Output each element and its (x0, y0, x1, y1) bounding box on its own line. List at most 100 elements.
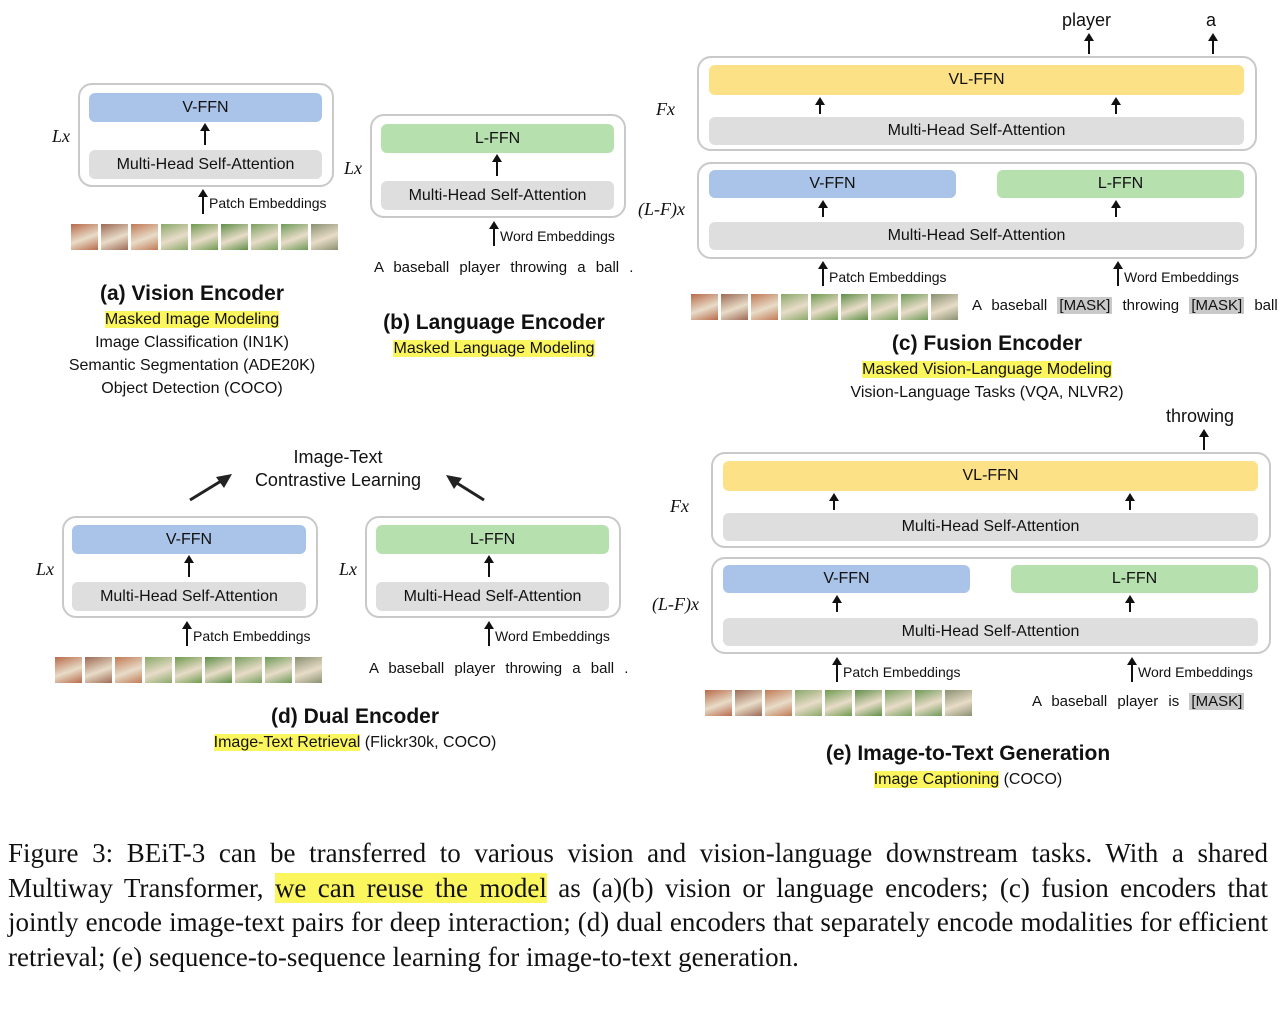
contrastive-learning-label: Image-Text Contrastive Learning (168, 446, 508, 492)
image-patches (55, 657, 322, 683)
image-patch (915, 690, 942, 716)
prefix-sentence: A baseball player is [MASK] (1032, 693, 1245, 710)
image-patch (115, 657, 142, 683)
image-patch (811, 294, 838, 320)
image-patch (885, 690, 912, 716)
image-patch (235, 657, 262, 683)
attention-block: Multi-Head Self-Attention (72, 582, 306, 611)
v-ffn-block: V-FFN (709, 170, 956, 198)
panel-title: (e) Image-to-Text Generation (825, 742, 1111, 765)
figure-caption: Figure 3: BEiT-3 can be transferred to v… (8, 836, 1268, 974)
word-embeddings-label: Word Embeddings (495, 628, 610, 644)
arrow-up-icon (818, 200, 828, 217)
image-patch (691, 294, 718, 320)
mask-token: [MASK] (1189, 693, 1245, 710)
panel-a-caption: (a) Vision Encoder Masked Image Modeling… (22, 280, 362, 400)
arrow-up-icon (182, 621, 192, 646)
fusion-layer-count-label: Fx (670, 496, 689, 516)
image-patch (265, 657, 292, 683)
image-patch (825, 690, 852, 716)
task-item: Semantic Segmentation (ADE20K) (68, 357, 316, 374)
mask-token: [MASK] (1189, 297, 1245, 314)
image-patches (691, 294, 958, 320)
image-patch (145, 657, 172, 683)
arrow-up-icon (484, 621, 494, 646)
mask-token: [MASK] (1057, 297, 1113, 314)
patch-embeddings-label: Patch Embeddings (843, 664, 961, 680)
attention-block: Multi-Head Self-Attention (709, 117, 1244, 145)
attention-block: Multi-Head Self-Attention (723, 513, 1258, 541)
arrow-up-icon (815, 97, 825, 114)
image-patch (281, 224, 308, 250)
task-rest: (COCO) (999, 771, 1063, 788)
l-ffn-block: L-FFN (376, 525, 609, 554)
image-patch (721, 294, 748, 320)
arrow-up-icon (1113, 261, 1123, 286)
arrow-up-icon (198, 189, 208, 214)
panel-d-caption: (d) Dual Encoder Image-Text Retrieval (F… (185, 703, 525, 754)
output-token: a (1206, 10, 1217, 30)
image-patch (131, 224, 158, 250)
image-patch (705, 690, 732, 716)
attention-block: Multi-Head Self-Attention (381, 181, 614, 210)
task-item: Image Classification (IN1K) (95, 334, 289, 351)
image-patch (205, 657, 232, 683)
output-token: throwing (1166, 406, 1235, 426)
modality-layer-count-label: (L-F)x (652, 594, 699, 614)
vl-ffn-block: VL-FFN (709, 65, 1244, 95)
layer-count-label: Lx (36, 559, 54, 579)
image-patch (311, 224, 338, 250)
arrow-up-icon (1199, 429, 1209, 450)
panel-title: (d) Dual Encoder (270, 705, 439, 728)
layer-count-label: Lx (52, 126, 70, 146)
image-patch (251, 224, 278, 250)
image-patch (85, 657, 112, 683)
sentence-part: throwing (1122, 297, 1180, 314)
sentence-part: A baseball (972, 297, 1048, 314)
image-patch (161, 224, 188, 250)
sentence-part: ball . (1254, 297, 1280, 314)
arrow-up-icon (818, 261, 828, 286)
task-highlight: Masked Image Modeling (104, 311, 280, 328)
arrow-up-icon (492, 154, 502, 176)
image-patch (751, 294, 778, 320)
image-patches (71, 224, 338, 250)
panel-title: (b) Language Encoder (383, 311, 605, 334)
arrow-up-icon (484, 555, 494, 577)
arrow-up-icon (1111, 200, 1121, 217)
v-ffn-block: V-FFN (89, 93, 322, 122)
arrow-up-icon (1084, 33, 1094, 54)
arrow-up-icon (184, 555, 194, 577)
l-ffn-block: L-FFN (997, 170, 1244, 198)
attention-block: Multi-Head Self-Attention (723, 618, 1258, 646)
image-patch (781, 294, 808, 320)
arrow-up-icon (1125, 595, 1135, 612)
image-patch (871, 294, 898, 320)
image-patch (841, 294, 868, 320)
arrow-up-icon (200, 123, 210, 145)
vl-ffn-block: VL-FFN (723, 461, 1258, 491)
arrow-up-icon (489, 221, 499, 246)
image-patch (191, 224, 218, 250)
input-sentence: A baseball player throwing a ball . (369, 660, 629, 677)
arrow-up-icon (1208, 33, 1218, 54)
layer-count-label: Lx (344, 158, 362, 178)
image-patch (55, 657, 82, 683)
word-embeddings-label: Word Embeddings (1124, 269, 1239, 285)
output-token: player (1062, 10, 1112, 30)
l-ffn-block: L-FFN (381, 124, 614, 153)
l-ffn-block: L-FFN (1011, 565, 1258, 593)
panel-title: (a) Vision Encoder (100, 282, 284, 305)
contrastive-line: Contrastive Learning (254, 470, 422, 490)
arrow-up-icon (829, 493, 839, 510)
arrow-up-icon (1127, 657, 1137, 682)
attention-block: Multi-Head Self-Attention (89, 150, 322, 179)
task-highlight: Image Captioning (873, 771, 1000, 788)
arrow-up-icon (1111, 97, 1121, 114)
image-patch (175, 657, 202, 683)
masked-input-sentence: A baseball [MASK] throwing [MASK] ball . (972, 297, 1280, 314)
sentence-part: A baseball player is (1032, 693, 1180, 710)
panel-c-caption: (c) Fusion Encoder Masked Vision-Languag… (817, 330, 1157, 404)
contrastive-line: Image-Text (293, 447, 383, 467)
task-highlight: Image-Text Retrieval (213, 734, 361, 751)
